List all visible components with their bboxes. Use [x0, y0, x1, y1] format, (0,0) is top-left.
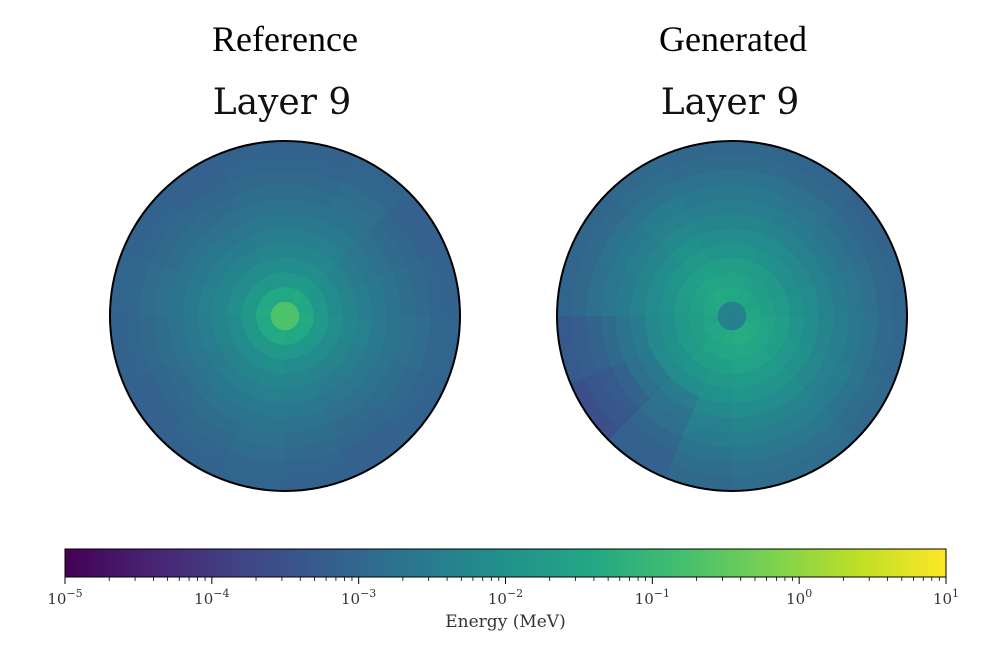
colorbar-tick-label: 10−2	[488, 587, 523, 608]
generated-outline	[556, 140, 908, 492]
colorbar-tick-label: 10−4	[194, 587, 229, 608]
colorbar-tick-label: 101	[933, 587, 959, 608]
colorbar-bar	[64, 548, 947, 578]
colorbar-tick-label: 10−3	[341, 587, 376, 608]
colorbar-tick-label: 100	[786, 587, 812, 608]
colorbar-tick-label: 10−1	[635, 587, 670, 608]
colorbar-label: Energy (MeV)	[445, 612, 565, 632]
colorbar: 10−5 10−4 10−3 10−2 10−1 100 101 Energy (MeV)	[47, 548, 959, 632]
reference-column-title: Reference	[212, 19, 358, 59]
reference-polar-plot	[109, 140, 461, 492]
generated-column-title: Generated	[659, 19, 807, 59]
generated-polar-plot	[556, 140, 908, 492]
colorbar-tick-label: 10−5	[47, 587, 82, 608]
reference-panel-title: Layer 9	[212, 82, 352, 123]
generated-panel-title: Layer 9	[660, 82, 800, 123]
reference-outline	[109, 140, 461, 492]
